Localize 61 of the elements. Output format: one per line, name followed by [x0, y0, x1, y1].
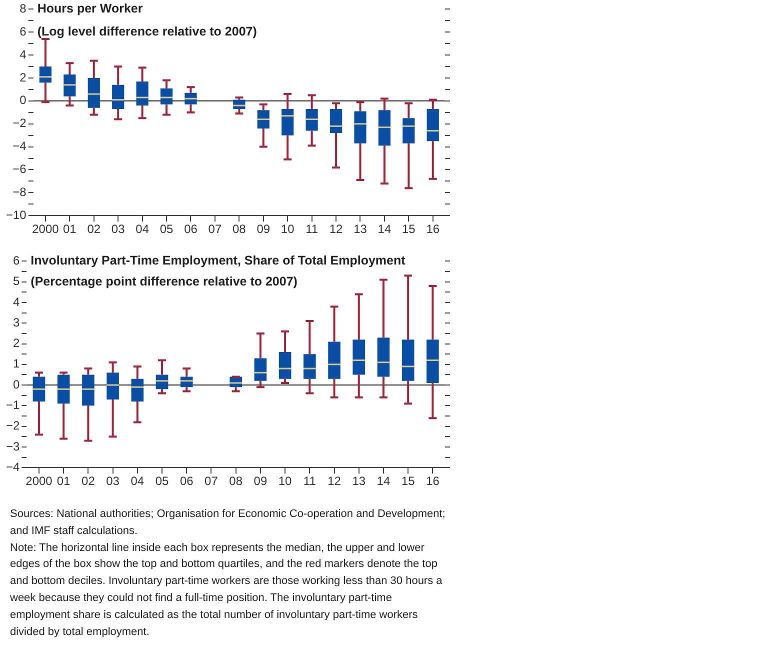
text: (Log level difference relative to 2007)	[37, 24, 257, 39]
y-tick-label: 5	[12, 274, 20, 288]
x-tick-label: 14	[376, 474, 390, 488]
y-tick-label: −4	[6, 460, 20, 474]
x-tick-label: 03	[106, 474, 120, 488]
x-tick-label: 15	[402, 222, 416, 236]
x-tick-label: 10	[280, 222, 295, 236]
x-tick-label: 08	[229, 474, 243, 488]
y-tick-label: 3	[12, 315, 20, 330]
y-tick-label: 1	[12, 356, 20, 371]
x-tick-label: 05	[155, 474, 170, 488]
x-tick-label: 01	[56, 474, 71, 488]
source-note: Sources: National authorities; Organisation for Economic Co-operation and Development; and IMF staff calculations.	[10, 507, 446, 539]
chart-title: Involuntary Part-Time Employment, Share of Total Employment	[30, 254, 406, 268]
x-tick-label: 07	[204, 474, 218, 488]
x-tick-label: 14	[378, 222, 392, 236]
x-tick-label: 07	[208, 222, 222, 236]
x-tick-label: 16	[426, 222, 440, 236]
x-tick-label: 13	[352, 474, 366, 488]
x-tick-label: 04	[136, 222, 150, 236]
chart-title: Hours per Worker	[37, 2, 143, 16]
x-tick-label: 03	[111, 222, 126, 236]
y-tick-label: 2	[20, 70, 27, 84]
x-tick-label: 10	[278, 474, 292, 488]
x-tick-label: 08	[232, 222, 246, 236]
x-tick-label: 02	[82, 474, 96, 488]
x-tick-label: 05	[160, 222, 174, 236]
y-tick-label: −1	[6, 398, 20, 412]
x-tick-label: 12	[329, 222, 344, 236]
y-tick-label: 8	[20, 2, 27, 16]
y-tick-label: −6	[12, 162, 27, 176]
y-tick-label: −2	[6, 418, 20, 433]
x-tick-label: 11	[306, 222, 318, 236]
y-tick-label: −8	[12, 184, 27, 199]
text: (Percentage point difference relative to 2007)	[30, 274, 298, 288]
x-tick-label: 09	[254, 474, 268, 488]
y-tick-label: −10	[6, 208, 27, 222]
text: Note: The horizontal line inside each box represents the median, the upper and lower edges of the box show the top and bottom quartiles, and the red markers denote the top and bottom deciles. Involuntary part-time workers are those working less than 30 hours a week because they could not find a full-time position. The involuntary part-time employment share is calculated as the total number of involuntary part-time workers divided by total employment.	[10, 540, 444, 640]
x-tick-label: 13	[354, 222, 368, 236]
x-tick-label: 2000	[26, 474, 53, 488]
x-tick-label: 12	[328, 474, 342, 488]
x-tick-label: 15	[401, 474, 416, 488]
y-tick-label: 4	[12, 294, 20, 309]
y-tick-label: 6	[20, 24, 27, 38]
x-tick-label: 02	[87, 222, 101, 236]
y-tick-label: 6	[12, 254, 20, 268]
x-tick-label: 06	[180, 474, 194, 488]
x-tick-label: 09	[256, 222, 270, 236]
x-tick-label: 11	[303, 474, 316, 488]
x-tick-label: 04	[130, 474, 144, 488]
x-tick-label: 06	[184, 222, 198, 236]
y-tick-label: −2	[12, 116, 27, 130]
y-tick-label: 4	[20, 47, 27, 62]
x-tick-label: 16	[426, 474, 440, 488]
x-tick-label: 01	[62, 222, 77, 236]
y-tick-label: 0	[12, 377, 20, 392]
y-tick-label: −4	[12, 139, 27, 154]
y-tick-label: 0	[20, 93, 27, 108]
y-tick-label: 2	[12, 336, 20, 350]
y-tick-label: −3	[6, 439, 20, 454]
x-tick-label: 2000	[32, 222, 60, 236]
